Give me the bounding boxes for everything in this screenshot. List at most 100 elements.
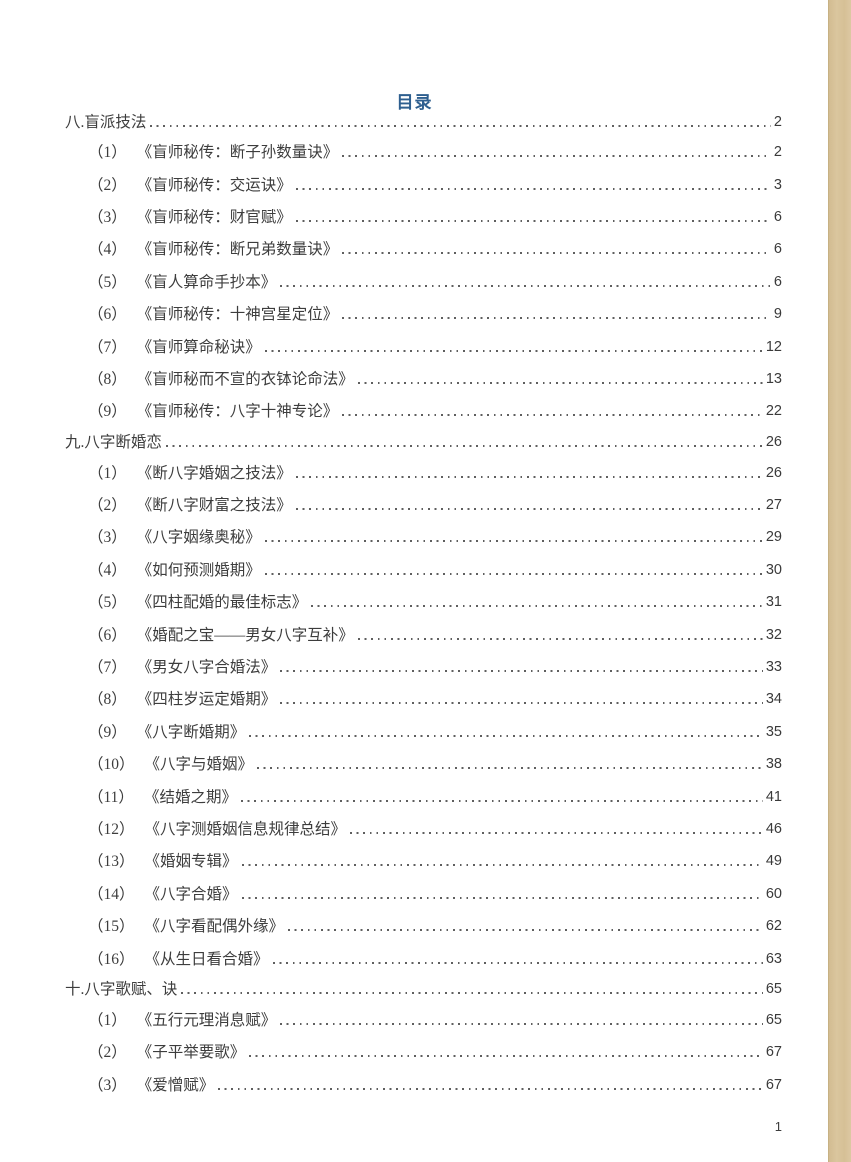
toc-page-number: 13 (765, 370, 782, 387)
toc-item-entry[interactable]: （15） 《八字看配偶外缘》 62 (65, 909, 782, 941)
dotted-leader (150, 124, 771, 127)
toc-section-entry[interactable]: 八.盲派技法 2 (65, 106, 782, 135)
page-footer-number: 1 (774, 1119, 782, 1134)
toc-item-entry[interactable]: （9） 《盲师秘传：八字十神专论》 22 (65, 394, 782, 426)
dotted-leader (295, 508, 763, 511)
toc-item-title: 《婚配之宝——男女八字互补》 (136, 626, 354, 644)
toc-page-number: 35 (765, 723, 782, 740)
toc-item-entry[interactable]: （2） 《子平举要歌》 67 (65, 1035, 782, 1067)
dotted-leader (218, 1087, 763, 1090)
dotted-leader (342, 252, 771, 255)
toc-item-entry[interactable]: （1） 《盲师秘传：断子孙数量诀》 2 (65, 135, 782, 167)
dotted-leader (264, 540, 763, 543)
toc-item-number: （15） (88, 918, 135, 936)
toc-page-number: 2 (773, 113, 782, 130)
toc-item-title: 《盲师算命秘诀》 (136, 338, 261, 356)
toc-page-number: 32 (765, 626, 782, 643)
toc-item-title: 《四柱岁运定婚期》 (136, 691, 277, 709)
toc-item-number: （2） (88, 1044, 127, 1062)
toc-item-entry[interactable]: （16） 《从生日看合婚》 63 (65, 941, 782, 973)
toc-item-entry[interactable]: （13） 《婚姻专辑》 49 (65, 844, 782, 876)
toc-item-entry[interactable]: （7） 《男女八字合婚法》 33 (65, 650, 782, 682)
toc-item-entry[interactable]: （4） 《如何预测婚期》 30 (65, 553, 782, 585)
toc-item-title: 《子平举要歌》 (136, 1044, 246, 1062)
toc-section-label: 十.八字歌赋、诀 (65, 981, 178, 999)
dotted-leader (342, 414, 763, 417)
dotted-leader (181, 992, 763, 995)
toc-item-entry[interactable]: （7） 《盲师算命秘诀》 12 (65, 329, 782, 361)
toc-item-title: 《如何预测婚期》 (136, 561, 261, 579)
toc-item-entry[interactable]: （3） 《八字姻缘奥秘》 29 (65, 520, 782, 552)
dotted-leader (280, 284, 771, 287)
toc-item-number: （3） (88, 208, 127, 226)
toc-item-title: 《男女八字合婚法》 (136, 659, 277, 677)
toc-section-label: 九.八字断婚恋 (65, 434, 162, 452)
toc-item-title: 《八字看配偶外缘》 (144, 918, 285, 936)
toc-page-number: 67 (765, 1076, 782, 1093)
page-edge (828, 0, 851, 1162)
toc-item-entry[interactable]: （6） 《盲师秘传：十神宫星定位》 9 (65, 297, 782, 329)
toc-item-title: 《八字测婚姻信息规律总结》 (144, 821, 347, 838)
toc-page-number: 26 (765, 464, 782, 481)
toc-item-number: （14） (88, 885, 135, 903)
toc-page-number: 67 (765, 1044, 782, 1061)
toc-item-entry[interactable]: （2） 《断八字财富之技法》 27 (65, 488, 782, 520)
toc-item-number: （9） (88, 403, 127, 421)
toc-item-entry[interactable]: （12） 《八字测婚姻信息规律总结》 46 (65, 812, 782, 844)
toc-item-entry[interactable]: （5） 《盲人算命手抄本》 6 (65, 265, 782, 297)
toc-item-entry[interactable]: （3） 《爱憎赋》 67 (65, 1068, 782, 1100)
toc-page-number: 30 (765, 561, 782, 578)
dotted-leader (264, 572, 763, 575)
toc-item-entry[interactable]: （6） 《婚配之宝——男女八字互补》 32 (65, 617, 782, 649)
toc-item-title: 《爱憎赋》 (136, 1076, 215, 1094)
toc-item-number: （11） (88, 788, 134, 806)
toc-item-number: （5） (88, 594, 127, 612)
toc-section-entry[interactable]: 十.八字歌赋、诀 65 (65, 974, 782, 1003)
dotted-leader (342, 317, 771, 320)
toc-page-number: 6 (773, 208, 782, 225)
toc-section-entry[interactable]: 九.八字断婚恋 26 (65, 427, 782, 456)
toc-item-entry[interactable]: （11） 《结婚之期》 41 (65, 779, 782, 811)
dotted-leader (280, 670, 763, 673)
toc-page-number: 60 (765, 885, 782, 902)
toc-item-entry[interactable]: （5） 《四柱配婚的最佳标志》 31 (65, 585, 782, 617)
dotted-leader (165, 445, 763, 448)
toc-item-entry[interactable]: （1） 《五行元理消息赋》 65 (65, 1003, 782, 1035)
toc-item-entry[interactable]: （8） 《盲师秘而不宣的衣钵论命法》 13 (65, 362, 782, 394)
dotted-leader (357, 381, 763, 384)
toc-item-title: 《盲师秘传：八字十神专论》 (136, 403, 339, 421)
dotted-leader (295, 187, 771, 190)
toc-item-entry[interactable]: （14） 《八字合婚》 60 (65, 877, 782, 909)
toc-item-title: 《盲师秘传：断兄弟数量诀》 (136, 241, 339, 259)
toc-item-entry[interactable]: （3） 《盲师秘传：财官赋》 6 (65, 200, 782, 232)
dotted-leader (342, 155, 771, 158)
toc-item-number: （2） (88, 176, 127, 194)
dotted-leader (357, 637, 763, 640)
dotted-leader (288, 929, 763, 932)
toc-page-number: 46 (765, 821, 782, 837)
toc-page-number: 26 (765, 434, 782, 451)
toc-item-number: （1） (88, 144, 127, 162)
toc-item-number: （6） (88, 306, 127, 324)
toc-page-number: 9 (773, 306, 782, 323)
toc-page-number: 65 (765, 1011, 782, 1028)
toc-item-title: 《八字断婚期》 (136, 723, 246, 741)
toc-item-entry[interactable]: （1） 《断八字婚姻之技法》 26 (65, 456, 782, 488)
toc-item-title: 《八字与婚姻》 (144, 756, 254, 774)
dotted-leader (280, 1022, 763, 1025)
dotted-leader (241, 896, 763, 899)
toc-item-title: 《盲师秘传：财官赋》 (136, 208, 292, 226)
dotted-leader (280, 702, 763, 705)
toc-item-number: （8） (88, 691, 127, 709)
toc-item-entry[interactable]: （9） 《八字断婚期》 35 (65, 715, 782, 747)
dotted-leader (249, 734, 763, 737)
toc-item-number: （13） (88, 853, 135, 871)
toc-page-number: 6 (773, 241, 782, 258)
dotted-leader (257, 767, 763, 770)
toc-item-title: 《盲师秘传：断子孙数量诀》 (136, 144, 339, 162)
toc-item-number: （6） (88, 626, 127, 644)
toc-item-entry[interactable]: （10） 《八字与婚姻》 38 (65, 747, 782, 779)
toc-item-entry[interactable]: （8） 《四柱岁运定婚期》 34 (65, 682, 782, 714)
toc-item-entry[interactable]: （2） 《盲师秘传：交运诀》 3 (65, 167, 782, 199)
toc-item-entry[interactable]: （4） 《盲师秘传：断兄弟数量诀》 6 (65, 232, 782, 264)
